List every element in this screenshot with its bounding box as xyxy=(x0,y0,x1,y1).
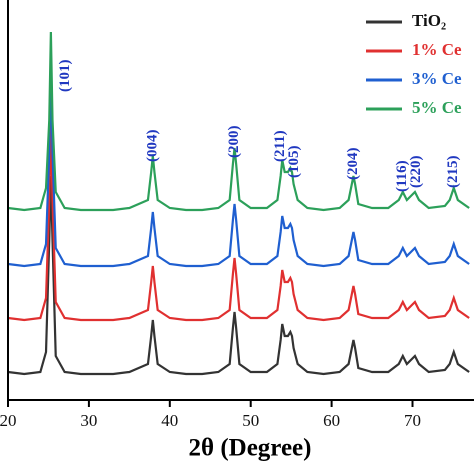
legend-label: 1% Ce xyxy=(412,40,462,59)
peak-label: (004) xyxy=(144,130,160,163)
peak-label: (220) xyxy=(408,156,424,189)
peak-label: (204) xyxy=(345,148,361,181)
x-axis-label: 2θ (Degree) xyxy=(189,435,312,462)
x-tick-label: 40 xyxy=(161,411,178,430)
x-tick-label: 50 xyxy=(242,411,259,430)
peak-label: (101) xyxy=(57,60,73,93)
peak-label: (105) xyxy=(286,146,302,179)
x-tick-label: 20 xyxy=(0,411,17,430)
peak-label: (200) xyxy=(226,126,242,159)
legend-label: 5% Ce xyxy=(412,98,462,117)
x-tick-label: 30 xyxy=(80,411,97,430)
peak-label: (215) xyxy=(445,156,461,189)
peak-label: (116) xyxy=(394,160,410,192)
series-line xyxy=(7,175,470,376)
series-line xyxy=(7,31,470,212)
x-tick-label: 70 xyxy=(404,411,421,430)
series-line xyxy=(7,59,470,268)
x-tick-label: 60 xyxy=(323,411,340,430)
legend-label: TiO₂ xyxy=(412,11,446,30)
series-line xyxy=(7,119,470,322)
peak-label: (211) xyxy=(272,130,288,162)
legend-label: 3% Ce xyxy=(412,69,462,88)
